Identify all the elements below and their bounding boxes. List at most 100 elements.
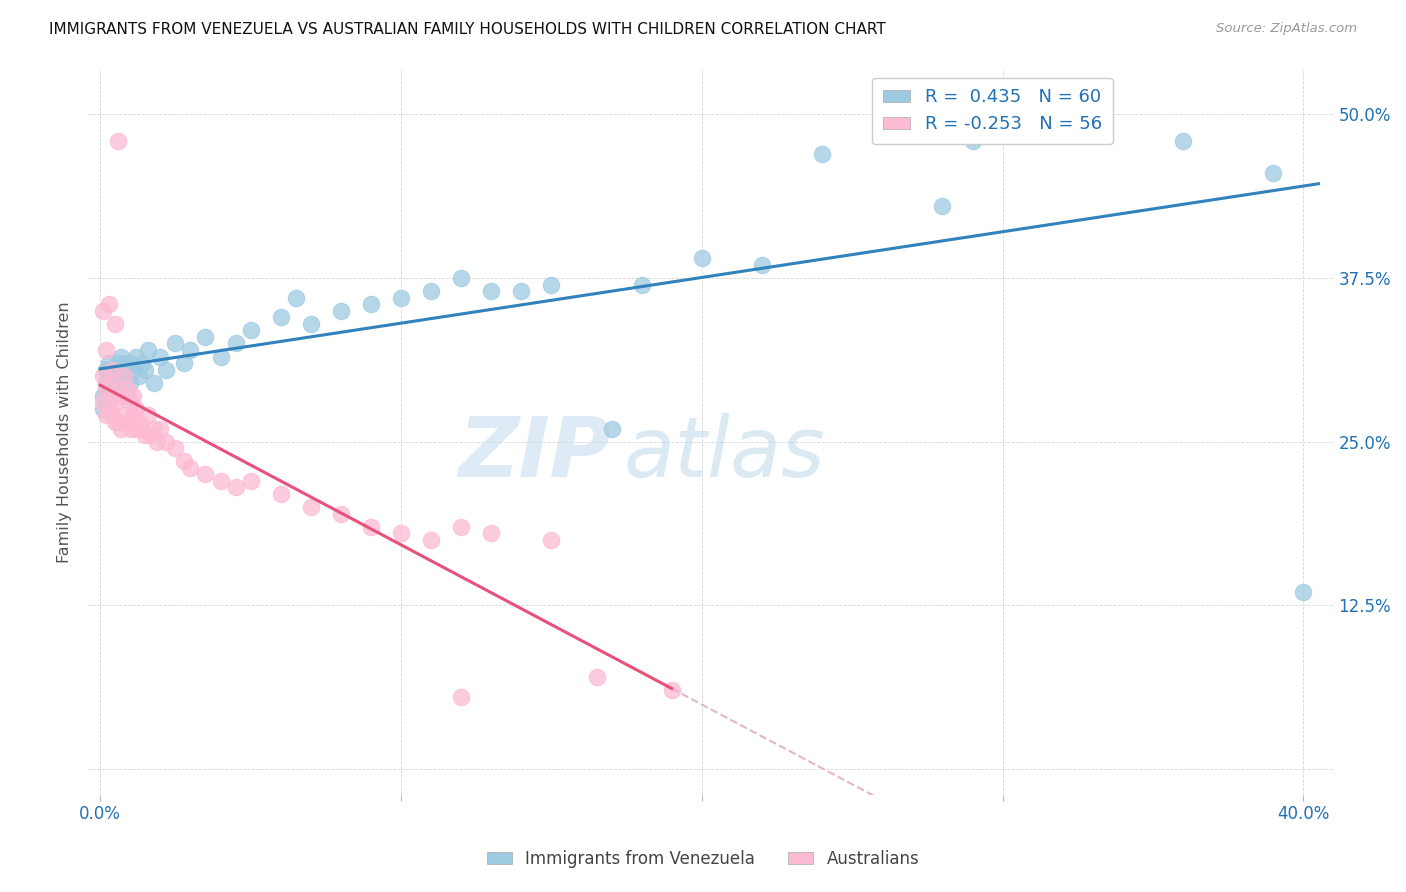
Point (101, 389, 124, 403)
Point (107, 376, 129, 390)
Point (110, 389, 132, 403)
Text: ZIP: ZIP (458, 413, 612, 494)
Point (91, 369, 114, 384)
Point (149, 421, 172, 435)
Point (107, 415, 129, 429)
Point (389, 526, 412, 541)
Legend: Immigrants from Venezuela, Australians: Immigrants from Venezuela, Australians (479, 844, 927, 875)
Point (117, 389, 139, 403)
Point (751, 258, 773, 272)
Point (284, 291, 307, 305)
Text: atlas: atlas (624, 413, 825, 494)
Point (112, 369, 135, 384)
Point (209, 474, 232, 488)
Point (173, 356, 195, 370)
Point (101, 409, 124, 423)
Point (110, 421, 132, 435)
Point (125, 421, 148, 435)
Point (101, 389, 124, 403)
Point (110, 362, 132, 376)
Point (107, 382, 129, 396)
Point (104, 415, 127, 429)
Point (107, 134, 129, 148)
Point (98, 376, 121, 390)
Point (962, 134, 984, 148)
Point (540, 277, 562, 292)
Point (585, 670, 607, 684)
Point (122, 362, 145, 376)
Y-axis label: Family Households with Children: Family Households with Children (58, 301, 72, 563)
Point (120, 376, 142, 390)
Point (96, 362, 118, 376)
Point (225, 480, 247, 494)
Point (101, 376, 124, 390)
Point (1171, 134, 1194, 148)
Point (194, 330, 217, 344)
Point (600, 421, 623, 435)
Point (450, 519, 472, 533)
Point (931, 199, 953, 213)
Point (112, 356, 135, 370)
Point (131, 356, 153, 370)
Point (122, 409, 145, 423)
Point (360, 519, 382, 533)
Point (270, 487, 292, 501)
Point (450, 271, 472, 285)
Point (120, 356, 142, 370)
Point (299, 317, 322, 331)
Point (165, 441, 187, 455)
Point (270, 310, 292, 325)
Point (91, 303, 114, 318)
Point (91, 401, 114, 416)
Point (101, 362, 124, 376)
Point (112, 409, 135, 423)
Point (136, 343, 159, 357)
Point (134, 362, 156, 376)
Point (510, 284, 533, 298)
Point (225, 336, 247, 351)
Point (104, 395, 127, 409)
Text: IMMIGRANTS FROM VENEZUELA VS AUSTRALIAN FAMILY HOUSEHOLDS WITH CHILDREN CORRELAT: IMMIGRANTS FROM VENEZUELA VS AUSTRALIAN … (49, 22, 886, 37)
Point (122, 389, 145, 403)
Point (165, 336, 187, 351)
Point (329, 303, 352, 318)
Point (104, 389, 127, 403)
Point (101, 362, 124, 376)
Point (98, 369, 121, 384)
Point (179, 460, 201, 475)
Point (360, 297, 382, 311)
Point (96, 343, 118, 357)
Point (811, 146, 834, 161)
Point (194, 467, 217, 482)
Point (299, 500, 322, 514)
Text: Source: ZipAtlas.com: Source: ZipAtlas.com (1216, 22, 1357, 36)
Point (1292, 585, 1315, 599)
Point (179, 343, 201, 357)
Point (110, 350, 132, 364)
Point (173, 454, 195, 468)
Point (239, 323, 262, 337)
Point (450, 690, 472, 704)
Point (1021, 114, 1043, 128)
Point (1263, 166, 1285, 180)
Point (134, 428, 156, 442)
Point (117, 415, 139, 429)
Point (420, 533, 443, 547)
Point (143, 376, 166, 390)
Point (98, 382, 121, 396)
Point (389, 291, 412, 305)
Legend: R =  0.435   N = 60, R = -0.253   N = 56: R = 0.435 N = 60, R = -0.253 N = 56 (873, 78, 1112, 145)
Point (98, 297, 121, 311)
Point (128, 369, 150, 384)
Point (104, 369, 127, 384)
Point (96, 376, 118, 390)
Point (1081, 120, 1104, 135)
Point (104, 317, 127, 331)
Point (141, 428, 163, 442)
Point (120, 421, 142, 435)
Point (155, 362, 177, 376)
Point (540, 533, 562, 547)
Point (136, 409, 159, 423)
Point (479, 526, 502, 541)
Point (117, 382, 139, 396)
